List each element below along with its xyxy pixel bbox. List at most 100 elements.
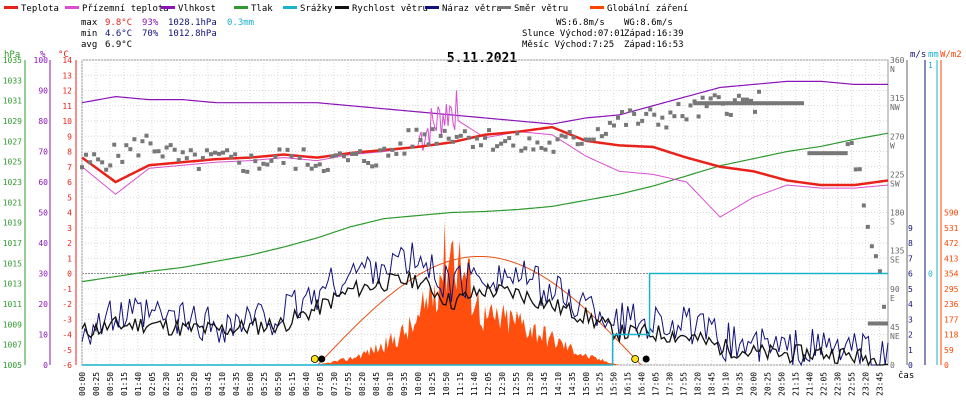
x-tick-label: 14:35	[568, 372, 577, 396]
x-tick-label: 12:30	[498, 372, 507, 396]
wind-direction-dot	[341, 154, 346, 159]
time-axis-label: čas	[898, 370, 914, 381]
dir-tick-label: SE	[890, 256, 900, 265]
sunrise-icon	[310, 355, 319, 363]
stat-avg-temp: 6.9°C	[105, 40, 132, 50]
moonrise-icon	[318, 355, 326, 363]
wind-direction-dot	[664, 125, 669, 130]
x-tick-label: 20:50	[778, 372, 787, 396]
wind-direction-dot	[200, 156, 205, 161]
wind-direction-dot	[168, 143, 173, 148]
wind-direction-dot	[753, 109, 758, 114]
pct-tick-label: 70	[38, 148, 48, 157]
wind-direction-dot	[857, 167, 862, 172]
wind-direction-dot	[615, 115, 620, 120]
wind-direction-dot	[495, 144, 500, 149]
wind-direction-dot	[620, 110, 625, 115]
hpa-tick-label: 1025	[3, 158, 22, 167]
wind-direction-dot	[587, 137, 592, 142]
wind-direction-dot	[172, 147, 177, 152]
dir-tick-label: 360	[890, 56, 905, 65]
x-tick-label: 08:45	[372, 372, 381, 396]
temp-tick-label: 14	[62, 56, 72, 65]
wind-direction-dot	[865, 224, 870, 229]
rad-tick-label: 531	[944, 224, 959, 233]
dir-tick-label: 135	[890, 247, 905, 256]
wind-direction-dot	[366, 160, 371, 165]
temp-tick-label: 0	[67, 270, 72, 279]
wind-direction-dot	[196, 166, 201, 171]
wind-direction-dot	[728, 112, 733, 117]
x-tick-label: 10:00	[414, 372, 423, 396]
legend-swatch	[4, 6, 18, 9]
wind-direction-dot	[672, 114, 677, 119]
rad-tick-label: 0	[944, 361, 949, 370]
stat-max-label: max	[81, 18, 98, 28]
wind-direction-dot	[624, 122, 629, 127]
stat-max-temp: 9.8°C	[105, 18, 132, 28]
legend-label: Srážky	[300, 4, 333, 14]
wind-direction-dot	[684, 117, 689, 122]
temp-tick-label: 4	[67, 209, 72, 218]
pct-axis-label: %	[40, 50, 46, 60]
wind-direction-dot	[555, 137, 560, 142]
wind-direction-dot	[116, 153, 121, 158]
rad-tick-label: 118	[944, 331, 959, 340]
dir-tick-label: 270	[890, 132, 905, 141]
stat-wg: WG:8.6m/s	[624, 18, 673, 28]
wind-direction-dot	[241, 168, 246, 173]
wind-direction-dot	[225, 148, 230, 153]
wind-direction-dot	[644, 111, 649, 116]
wind-direction-dot	[192, 152, 197, 157]
wind-direction-dot	[180, 150, 185, 155]
temp-tick-label: 9	[67, 132, 72, 141]
wind-direction-dot	[845, 142, 850, 147]
wind-direction-dot	[873, 254, 878, 259]
hpa-tick-label: 1033	[3, 76, 22, 85]
ms-tick-label: 1	[908, 346, 913, 355]
wind-direction-dot	[394, 151, 399, 156]
wind-direction-dot	[511, 143, 516, 148]
wind-direction-dot	[877, 269, 882, 274]
chart-axes: 00:00 00:25 00:50 01:15 01:40 02:05 02:30 02:55…	[3, 56, 959, 396]
wind-direction-dot	[273, 154, 278, 159]
wind-direction-dot	[523, 146, 528, 151]
hpa-tick-label: 1023	[3, 178, 22, 187]
legend-label: Teplota	[21, 4, 59, 14]
dir-tick-label: W	[890, 141, 895, 150]
legend-label: Tlak	[251, 4, 273, 14]
x-tick-label: 05:25	[260, 372, 269, 396]
pct-tick-label: 0	[43, 361, 48, 370]
temp-tick-label: 5	[67, 193, 72, 202]
wind-direction-dot	[567, 129, 572, 134]
wind-direction-dot	[305, 162, 310, 167]
wind-direction-dot	[176, 158, 181, 163]
pct-tick-label: 90	[38, 87, 48, 96]
x-tick-label: 05:00	[246, 372, 255, 396]
wind-direction-dot	[591, 137, 596, 142]
wind-direction-dot	[499, 141, 504, 146]
wind-direction-dot	[881, 304, 886, 309]
hpa-tick-label: 1009	[3, 320, 22, 329]
wind-direction-dot	[212, 150, 217, 155]
x-tick-label: 19:35	[736, 372, 745, 396]
wind-direction-dot	[265, 162, 270, 167]
wind-direction-dot	[128, 147, 133, 152]
x-tick-label: 13:45	[540, 372, 549, 396]
x-tick-label: 06:15	[288, 372, 297, 396]
legend-swatch	[497, 6, 511, 9]
x-tick-label: 22:55	[848, 372, 857, 396]
wind-direction-dot	[458, 133, 463, 138]
wind-direction-dot	[321, 169, 326, 174]
wind-direction-dot	[261, 161, 266, 166]
wind-direction-dot	[221, 150, 226, 155]
wind-direction-dot	[503, 139, 508, 144]
wind-direction-dot	[104, 167, 109, 172]
hpa-tick-label: 1035	[3, 56, 22, 65]
x-tick-label: 04:35	[232, 372, 241, 396]
wind-direction-dot	[470, 145, 475, 150]
wind-direction-dot	[229, 154, 234, 159]
wind-direction-dot	[237, 160, 242, 165]
x-tick-label: 03:45	[204, 372, 213, 396]
